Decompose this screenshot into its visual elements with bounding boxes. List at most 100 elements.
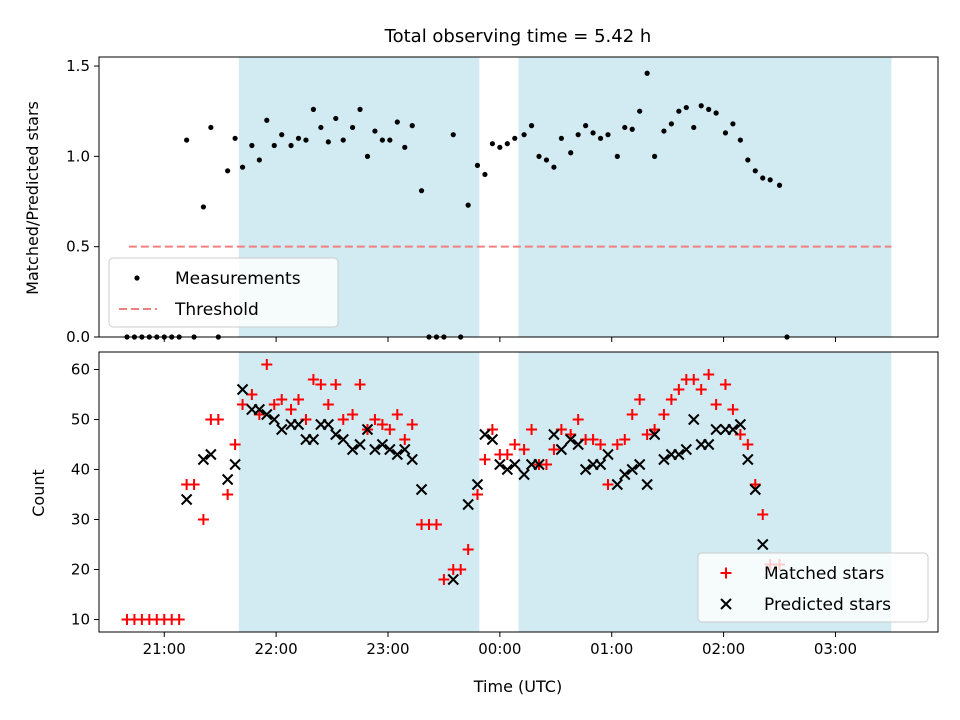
- data-point: [504, 141, 510, 147]
- data-point: [394, 119, 400, 125]
- series-matched-stars: [121, 359, 786, 625]
- series-predicted-stars: [180, 383, 769, 586]
- data-point: [399, 434, 411, 445]
- data-point: [474, 162, 481, 168]
- lower-axis-ticks: 10 20 30 40 50 60 21:00 22:00 23:00 00:00 01:00 02:…: [71, 361, 857, 659]
- upper-legend: Measurements Threshold: [108, 257, 339, 328]
- data-point: [548, 444, 560, 455]
- data-point: [634, 394, 646, 405]
- data-point: [673, 448, 685, 461]
- data-point: [602, 479, 614, 490]
- data-point: [641, 429, 653, 440]
- legend-box: [697, 552, 929, 623]
- data-point: [742, 439, 754, 450]
- data-point: [629, 126, 635, 132]
- data-point: [611, 439, 623, 450]
- data-point: [595, 439, 607, 450]
- data-point: [471, 478, 484, 491]
- data-point: [594, 458, 607, 471]
- data-point: [479, 428, 491, 441]
- x-tick-label: 00:00: [478, 640, 521, 658]
- data-point: [232, 135, 238, 141]
- data-point: [409, 123, 415, 129]
- data-point: [322, 399, 334, 410]
- data-point: [268, 413, 280, 426]
- data-point: [658, 453, 670, 466]
- data-point: [246, 389, 258, 400]
- data-point: [349, 124, 356, 131]
- data-point: [279, 132, 285, 138]
- data-point: [261, 408, 273, 421]
- data-point: [256, 157, 262, 163]
- data-point: [665, 394, 677, 405]
- data-point: [526, 424, 538, 435]
- data-point: [695, 384, 707, 395]
- data-point: [188, 479, 200, 490]
- data-point: [737, 137, 743, 143]
- data-point: [518, 468, 530, 481]
- data-point: [727, 404, 739, 415]
- data-point: [691, 124, 697, 131]
- data-point: [357, 106, 363, 112]
- data-point: [688, 413, 700, 426]
- data-point: [249, 142, 255, 149]
- data-point: [501, 449, 513, 460]
- upper-axes-frame: [98, 56, 939, 338]
- data-point: [225, 168, 231, 174]
- data-point: [354, 379, 366, 390]
- data-point: [376, 438, 389, 451]
- data-point: [583, 123, 589, 129]
- data-point: [533, 458, 545, 471]
- data-point: [597, 135, 604, 141]
- y-tick-label: 20: [71, 561, 90, 579]
- data-point: [430, 519, 442, 530]
- data-point: [558, 135, 564, 141]
- data-point: [310, 106, 317, 112]
- data-point: [462, 544, 474, 555]
- y-tick-label: 1.5: [66, 57, 90, 75]
- data-point: [303, 137, 309, 143]
- data-point: [307, 433, 320, 446]
- data-point: [376, 419, 388, 430]
- data-point: [418, 188, 425, 194]
- data-point: [261, 359, 273, 370]
- data-point: [364, 153, 371, 159]
- data-point: [285, 404, 297, 415]
- data-point: [497, 144, 503, 150]
- data-point: [688, 374, 700, 385]
- data-point: [745, 157, 751, 163]
- data-point: [288, 142, 294, 149]
- data-point: [253, 403, 266, 416]
- lower-shaded-intervals: [238, 352, 892, 632]
- data-point: [572, 414, 584, 425]
- x-tick-label: 21:00: [143, 640, 186, 658]
- data-point: [543, 157, 550, 163]
- data-point: [438, 574, 450, 585]
- data-point: [347, 409, 359, 420]
- data-point: [399, 443, 411, 456]
- data-point: [548, 428, 560, 441]
- data-point: [307, 374, 319, 385]
- data-point: [644, 70, 650, 76]
- data-point: [749, 483, 761, 496]
- data-point: [391, 409, 403, 420]
- data-point: [760, 175, 766, 181]
- data-point: [387, 137, 393, 143]
- data-point: [605, 132, 611, 138]
- data-point: [292, 394, 304, 405]
- data-point: [652, 153, 658, 159]
- legend-label: Threshold: [174, 300, 259, 320]
- data-point: [521, 132, 527, 138]
- data-point: [236, 383, 249, 396]
- data-point: [575, 132, 581, 138]
- lower-y-axis-label: Count: [29, 469, 48, 517]
- data-point: [501, 463, 514, 476]
- data-point: [564, 433, 577, 446]
- data-point: [318, 124, 324, 131]
- data-point: [702, 438, 715, 451]
- data-point: [447, 573, 459, 586]
- legend-swatch: [720, 598, 732, 610]
- data-point: [455, 564, 467, 575]
- data-point: [479, 454, 491, 465]
